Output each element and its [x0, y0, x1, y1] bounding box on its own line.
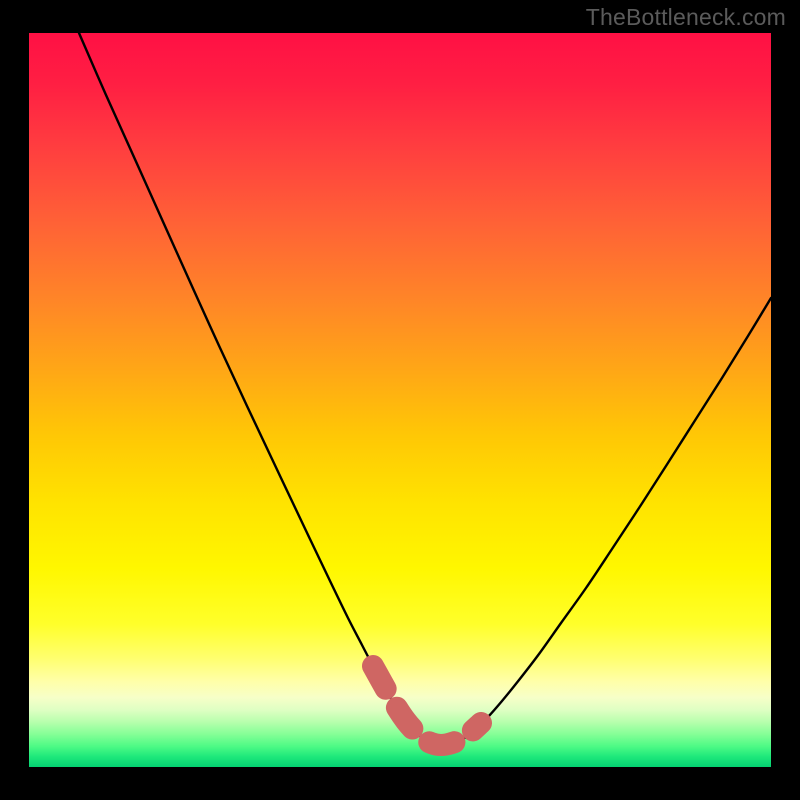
watermark-text: TheBottleneck.com	[586, 4, 786, 31]
plot-gradient-area	[29, 33, 771, 767]
bottleneck-chart	[0, 0, 800, 800]
